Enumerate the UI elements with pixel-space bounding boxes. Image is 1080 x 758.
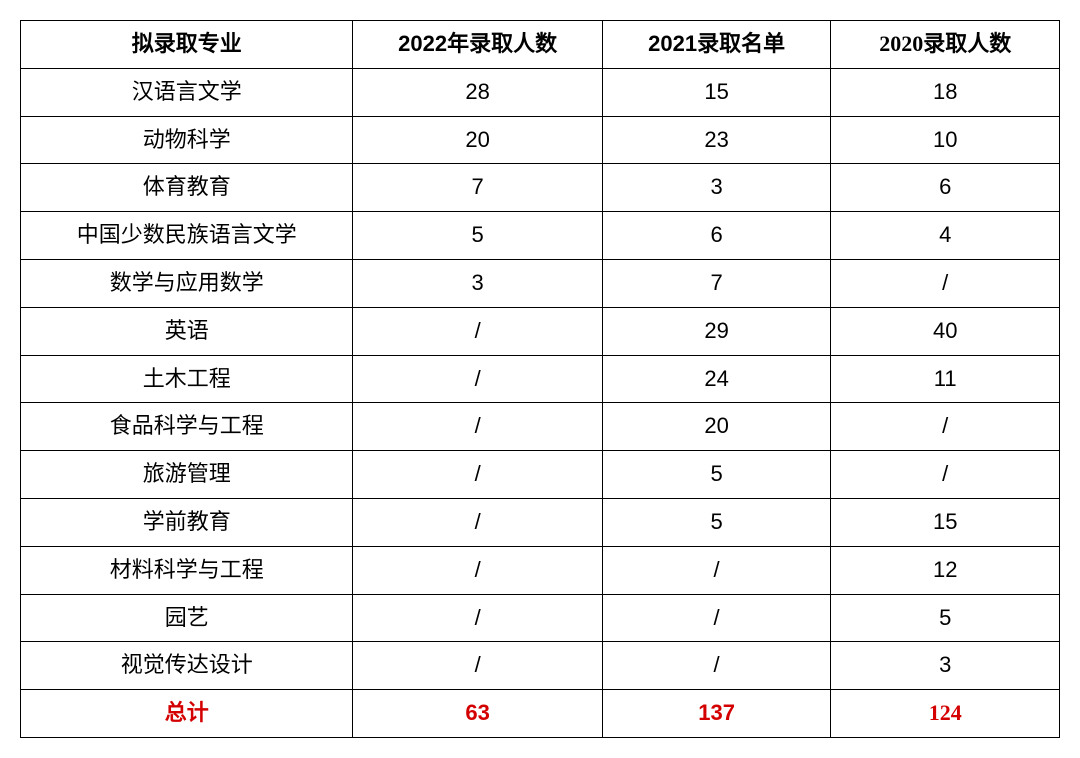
cell-2022: 20 [353, 116, 602, 164]
cell-2021: 3 [602, 164, 831, 212]
table-row: 汉语言文学 28 15 18 [21, 68, 1060, 116]
cell-major: 动物科学 [21, 116, 353, 164]
cell-2022: / [353, 403, 602, 451]
col-header-2020: 2020录取人数 [831, 21, 1060, 69]
cell-2020: 40 [831, 307, 1060, 355]
cell-2022: 5 [353, 212, 602, 260]
cell-major: 材料科学与工程 [21, 546, 353, 594]
table-row: 土木工程 / 24 11 [21, 355, 1060, 403]
cell-2021: / [602, 546, 831, 594]
admission-table: 拟录取专业 2022年录取人数 2021录取名单 2020录取人数 汉语言文学 … [20, 20, 1060, 738]
cell-2020: 5 [831, 594, 1060, 642]
cell-2020: 10 [831, 116, 1060, 164]
total-label: 总计 [21, 690, 353, 738]
table-row: 材料科学与工程 / / 12 [21, 546, 1060, 594]
cell-2021: 5 [602, 451, 831, 499]
cell-major: 中国少数民族语言文学 [21, 212, 353, 260]
table-row: 食品科学与工程 / 20 / [21, 403, 1060, 451]
cell-major: 土木工程 [21, 355, 353, 403]
cell-2021: 29 [602, 307, 831, 355]
cell-2020: 15 [831, 498, 1060, 546]
cell-2020: / [831, 403, 1060, 451]
table-row: 视觉传达设计 / / 3 [21, 642, 1060, 690]
cell-major: 汉语言文学 [21, 68, 353, 116]
cell-2022: / [353, 546, 602, 594]
table-row: 旅游管理 / 5 / [21, 451, 1060, 499]
cell-major: 英语 [21, 307, 353, 355]
cell-2021: 20 [602, 403, 831, 451]
cell-2021: 5 [602, 498, 831, 546]
cell-major: 体育教育 [21, 164, 353, 212]
cell-2021: 23 [602, 116, 831, 164]
cell-major: 园艺 [21, 594, 353, 642]
cell-2021: / [602, 642, 831, 690]
cell-major: 旅游管理 [21, 451, 353, 499]
cell-major: 视觉传达设计 [21, 642, 353, 690]
total-2021: 137 [602, 690, 831, 738]
cell-2020: 3 [831, 642, 1060, 690]
cell-major: 学前教育 [21, 498, 353, 546]
table-total-row: 总计 63 137 124 [21, 690, 1060, 738]
col-header-major: 拟录取专业 [21, 21, 353, 69]
table-row: 学前教育 / 5 15 [21, 498, 1060, 546]
cell-2022: 28 [353, 68, 602, 116]
table-row: 数学与应用数学 3 7 / [21, 259, 1060, 307]
col-header-2022: 2022年录取人数 [353, 21, 602, 69]
cell-2022: / [353, 498, 602, 546]
cell-2022: / [353, 594, 602, 642]
cell-2020: / [831, 259, 1060, 307]
cell-2020: 12 [831, 546, 1060, 594]
cell-2021: 7 [602, 259, 831, 307]
total-2022: 63 [353, 690, 602, 738]
cell-2021: 15 [602, 68, 831, 116]
cell-2022: / [353, 355, 602, 403]
cell-2021: / [602, 594, 831, 642]
cell-2021: 24 [602, 355, 831, 403]
table-row: 动物科学 20 23 10 [21, 116, 1060, 164]
cell-2020: / [831, 451, 1060, 499]
col-header-2021: 2021录取名单 [602, 21, 831, 69]
total-2020: 124 [831, 690, 1060, 738]
table-row: 体育教育 7 3 6 [21, 164, 1060, 212]
cell-2022: / [353, 451, 602, 499]
table-row: 英语 / 29 40 [21, 307, 1060, 355]
table-row: 中国少数民族语言文学 5 6 4 [21, 212, 1060, 260]
cell-major: 食品科学与工程 [21, 403, 353, 451]
cell-2020: 18 [831, 68, 1060, 116]
cell-major: 数学与应用数学 [21, 259, 353, 307]
cell-2020: 4 [831, 212, 1060, 260]
cell-2022: / [353, 642, 602, 690]
cell-2022: / [353, 307, 602, 355]
table-header-row: 拟录取专业 2022年录取人数 2021录取名单 2020录取人数 [21, 21, 1060, 69]
cell-2020: 11 [831, 355, 1060, 403]
cell-2022: 7 [353, 164, 602, 212]
table-row: 园艺 / / 5 [21, 594, 1060, 642]
cell-2020: 6 [831, 164, 1060, 212]
cell-2021: 6 [602, 212, 831, 260]
cell-2022: 3 [353, 259, 602, 307]
